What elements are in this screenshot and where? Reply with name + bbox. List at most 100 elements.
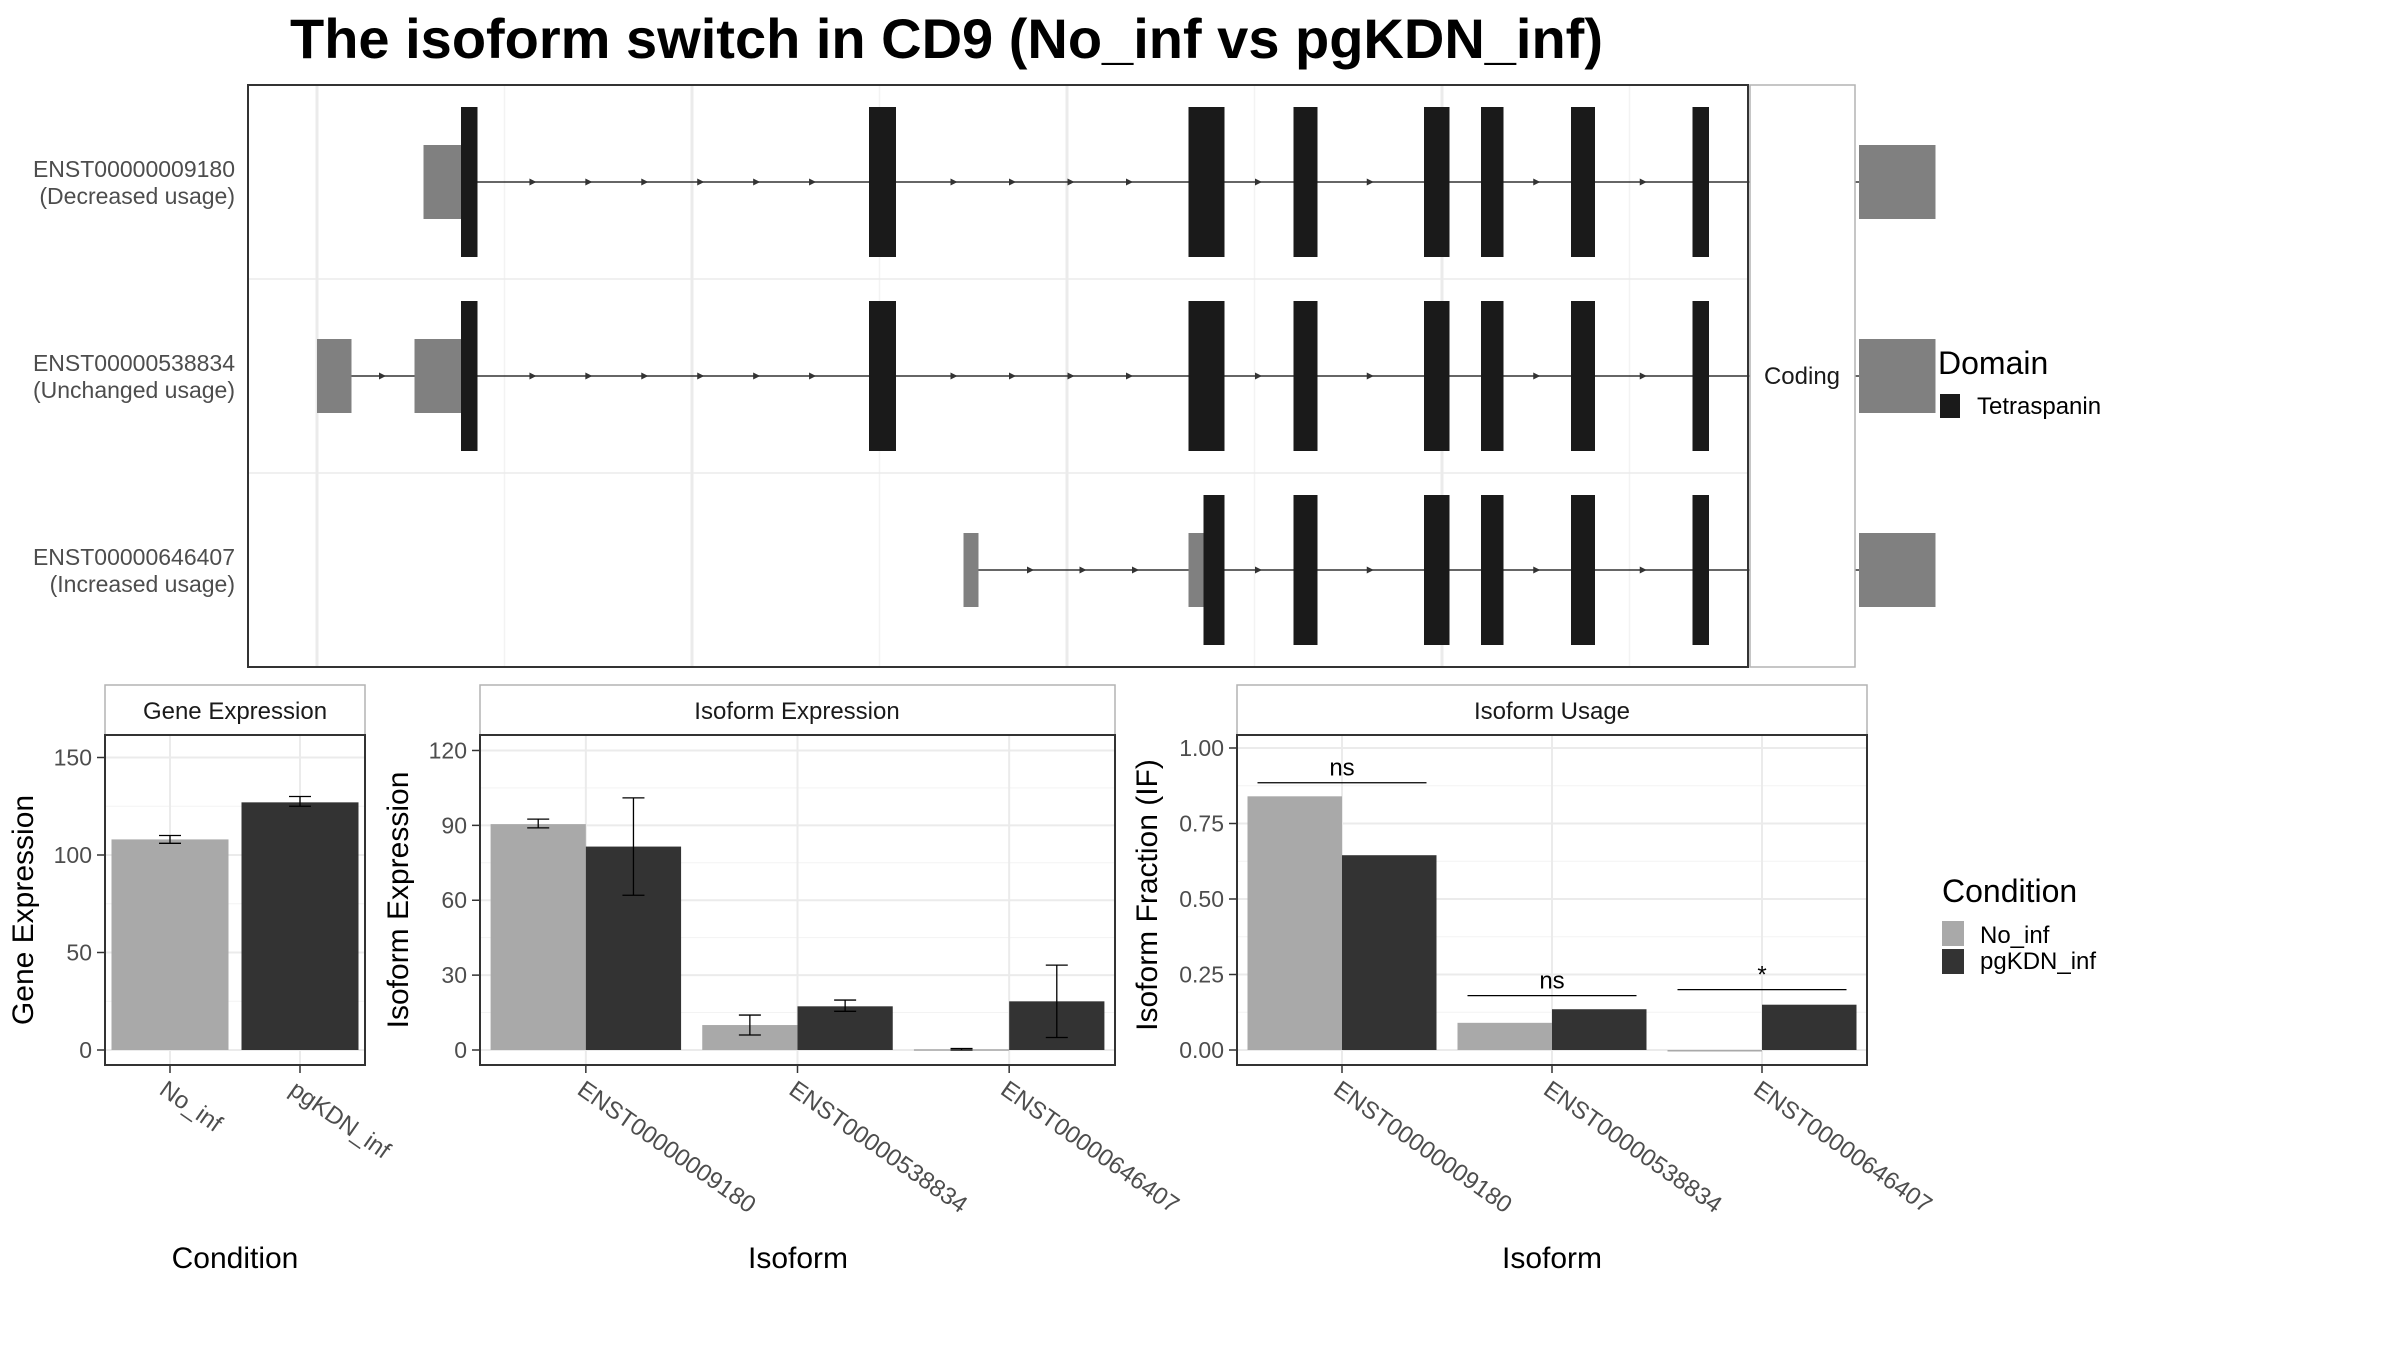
y-tick-label: 0.75 bbox=[1179, 811, 1224, 837]
condition-legend-key-pgkdn-inf bbox=[1942, 949, 1964, 974]
bar-no-inf bbox=[111, 839, 229, 1050]
intron-direction-arrow bbox=[697, 372, 705, 380]
bar-enst00000646407-pgkdn-inf bbox=[1762, 1004, 1857, 1050]
isoform-expression-x-title: Isoform bbox=[748, 1242, 848, 1275]
domain-legend: Domain Tetraspanin bbox=[1938, 345, 2101, 420]
facet-label-coding: Coding bbox=[1764, 363, 1840, 390]
cds-exon-block bbox=[1481, 107, 1504, 257]
intron-direction-arrow bbox=[809, 178, 817, 186]
intron-direction-arrow bbox=[529, 178, 537, 186]
isoform-expression-plot: 0 30 60 90 120 ENST00000009180 ENST00000538834… bbox=[429, 734, 1184, 1219]
utr-block bbox=[963, 533, 979, 607]
y-tick-label: 0.25 bbox=[1179, 962, 1224, 988]
intron-direction-arrow bbox=[1079, 566, 1087, 574]
bar-enst00000538834-no-inf bbox=[1457, 1022, 1552, 1050]
y-tick-label: 120 bbox=[429, 737, 467, 763]
intron-direction-arrow bbox=[641, 372, 649, 380]
cds-exon-block bbox=[1203, 495, 1225, 645]
condition-legend: Condition No_inf pgKDN_inf bbox=[1942, 873, 2096, 975]
intron-direction-arrow bbox=[585, 372, 593, 380]
gene-expression-strip bbox=[104, 684, 366, 736]
cds-exon-block bbox=[1571, 107, 1595, 257]
bar-pgkdn-inf bbox=[241, 802, 359, 1050]
utr-block bbox=[423, 145, 461, 219]
intron-direction-arrow bbox=[1255, 566, 1262, 574]
intron-direction-arrow bbox=[1366, 178, 1374, 186]
cds-exon-block bbox=[1188, 107, 1225, 257]
bar-enst00000538834-pgkdn-inf bbox=[1552, 1009, 1647, 1050]
y-tick-label: 0.00 bbox=[1179, 1037, 1224, 1063]
isoform-usage-strip-label: Isoform Usage bbox=[1474, 698, 1630, 725]
bar-enst00000009180-no-inf bbox=[1247, 796, 1342, 1050]
plot-panel-border bbox=[479, 734, 1116, 1066]
y-tick-label: 0 bbox=[79, 1037, 92, 1063]
bar-enst00000646407-no-inf bbox=[1667, 1050, 1762, 1052]
gene-expression-x-title: Condition bbox=[172, 1242, 299, 1275]
gene-expression-y-title: Gene Expression bbox=[7, 795, 40, 1025]
intron-direction-arrow bbox=[1009, 372, 1016, 380]
significance-label: * bbox=[1757, 962, 1766, 989]
cds-exon-block bbox=[1571, 301, 1595, 451]
x-tick-label-pgkdn-inf: pgKDN_inf bbox=[285, 1076, 396, 1165]
cds-exon-block bbox=[1424, 301, 1450, 451]
isoform-expression-strip-label: Isoform Expression bbox=[694, 698, 899, 725]
figure-title: The isoform switch in CD9 (No_inf vs pgK… bbox=[290, 7, 1603, 70]
plot-panel-border bbox=[104, 734, 366, 1066]
x-tick-label-enst00000538834: ENST00000538834 bbox=[784, 1076, 972, 1219]
cds-exon-block bbox=[869, 107, 896, 257]
y-tick-label: 90 bbox=[441, 812, 467, 838]
utr-block bbox=[414, 339, 461, 413]
significance-label: ns bbox=[1539, 968, 1564, 995]
transcript-annotation-enst00000538834: (Unchanged usage) bbox=[33, 377, 235, 403]
intron-direction-arrow bbox=[753, 372, 761, 380]
cds-exon-block bbox=[1692, 495, 1709, 645]
bar-enst00000009180-no-inf bbox=[490, 824, 586, 1050]
y-tick-label: 100 bbox=[54, 842, 92, 868]
intron-direction-arrow bbox=[1366, 372, 1374, 380]
intron-direction-arrow bbox=[1067, 178, 1075, 186]
cds-exon-block bbox=[461, 301, 478, 451]
cds-exon-block bbox=[1481, 301, 1504, 451]
transcript-track-enst00000009180: ENST00000009180(Decreased usage) bbox=[33, 107, 1936, 257]
cds-exon-block bbox=[1692, 107, 1709, 257]
intron-direction-arrow bbox=[697, 178, 705, 186]
condition-legend-title: Condition bbox=[1942, 873, 2077, 909]
domain-legend-label-tetraspanin: Tetraspanin bbox=[1977, 393, 2101, 420]
isoform-usage-panel: Isoform Usage 0.00 0.25 0.50 0.75 1.00 ENST00… bbox=[1131, 684, 1937, 1275]
cds-exon-block bbox=[1293, 495, 1318, 645]
cds-exon-block bbox=[461, 107, 478, 257]
intron-direction-arrow bbox=[641, 178, 649, 186]
intron-direction-arrow bbox=[1533, 178, 1541, 186]
condition-legend-key-no-inf bbox=[1942, 921, 1964, 946]
utr-block bbox=[317, 339, 352, 413]
intron-direction-arrow bbox=[1255, 372, 1262, 380]
intron-direction-arrow bbox=[1366, 566, 1374, 574]
x-tick-label-enst00000538834: ENST00000538834 bbox=[1539, 1076, 1727, 1219]
x-tick-label-enst00000646407: ENST00000646407 bbox=[996, 1076, 1184, 1219]
intron-direction-arrow bbox=[379, 372, 386, 380]
intron-direction-arrow bbox=[1009, 178, 1016, 186]
transcript-structure-panel: ENST00000009180(Decreased usage) ENST0000… bbox=[33, 84, 1936, 668]
y-tick-label: 150 bbox=[54, 745, 92, 771]
isoform-expression-panel: Isoform Expression 0 30 60 90 120 ENST0000000… bbox=[382, 684, 1184, 1275]
y-tick-label: 1.00 bbox=[1179, 735, 1224, 761]
x-tick-label-no-inf: No_inf bbox=[155, 1076, 228, 1138]
y-tick-label: 0.50 bbox=[1179, 886, 1224, 912]
intron-direction-arrow bbox=[1255, 178, 1262, 186]
y-tick-label: 50 bbox=[66, 940, 92, 966]
x-tick-label-enst00000646407: ENST00000646407 bbox=[1749, 1076, 1937, 1219]
transcript-tracks: ENST00000009180(Decreased usage) ENST0000… bbox=[33, 107, 1936, 645]
cds-exon-block bbox=[1481, 495, 1504, 645]
intron-direction-arrow bbox=[1132, 566, 1139, 574]
transcript-label-enst00000646407: ENST00000646407 bbox=[33, 544, 235, 570]
isoform-expression-strip bbox=[479, 684, 1116, 736]
transcript-track-enst00000646407: ENST00000646407(Increased usage) bbox=[33, 495, 1936, 645]
transcript-track-enst00000538834: ENST00000538834(Unchanged usage) bbox=[33, 301, 1936, 451]
transcript-annotation-enst00000646407: (Increased usage) bbox=[50, 571, 235, 597]
gene-expression-plot: 0 50 100 150 No_inf pgKDN_inf bbox=[54, 734, 396, 1165]
transcript-label-enst00000538834: ENST00000538834 bbox=[33, 350, 235, 376]
intron-direction-arrow bbox=[1126, 372, 1133, 380]
bar-enst00000538834-pgkdn-inf bbox=[797, 1006, 893, 1050]
isoform-usage-x-title: Isoform bbox=[1502, 1242, 1602, 1275]
